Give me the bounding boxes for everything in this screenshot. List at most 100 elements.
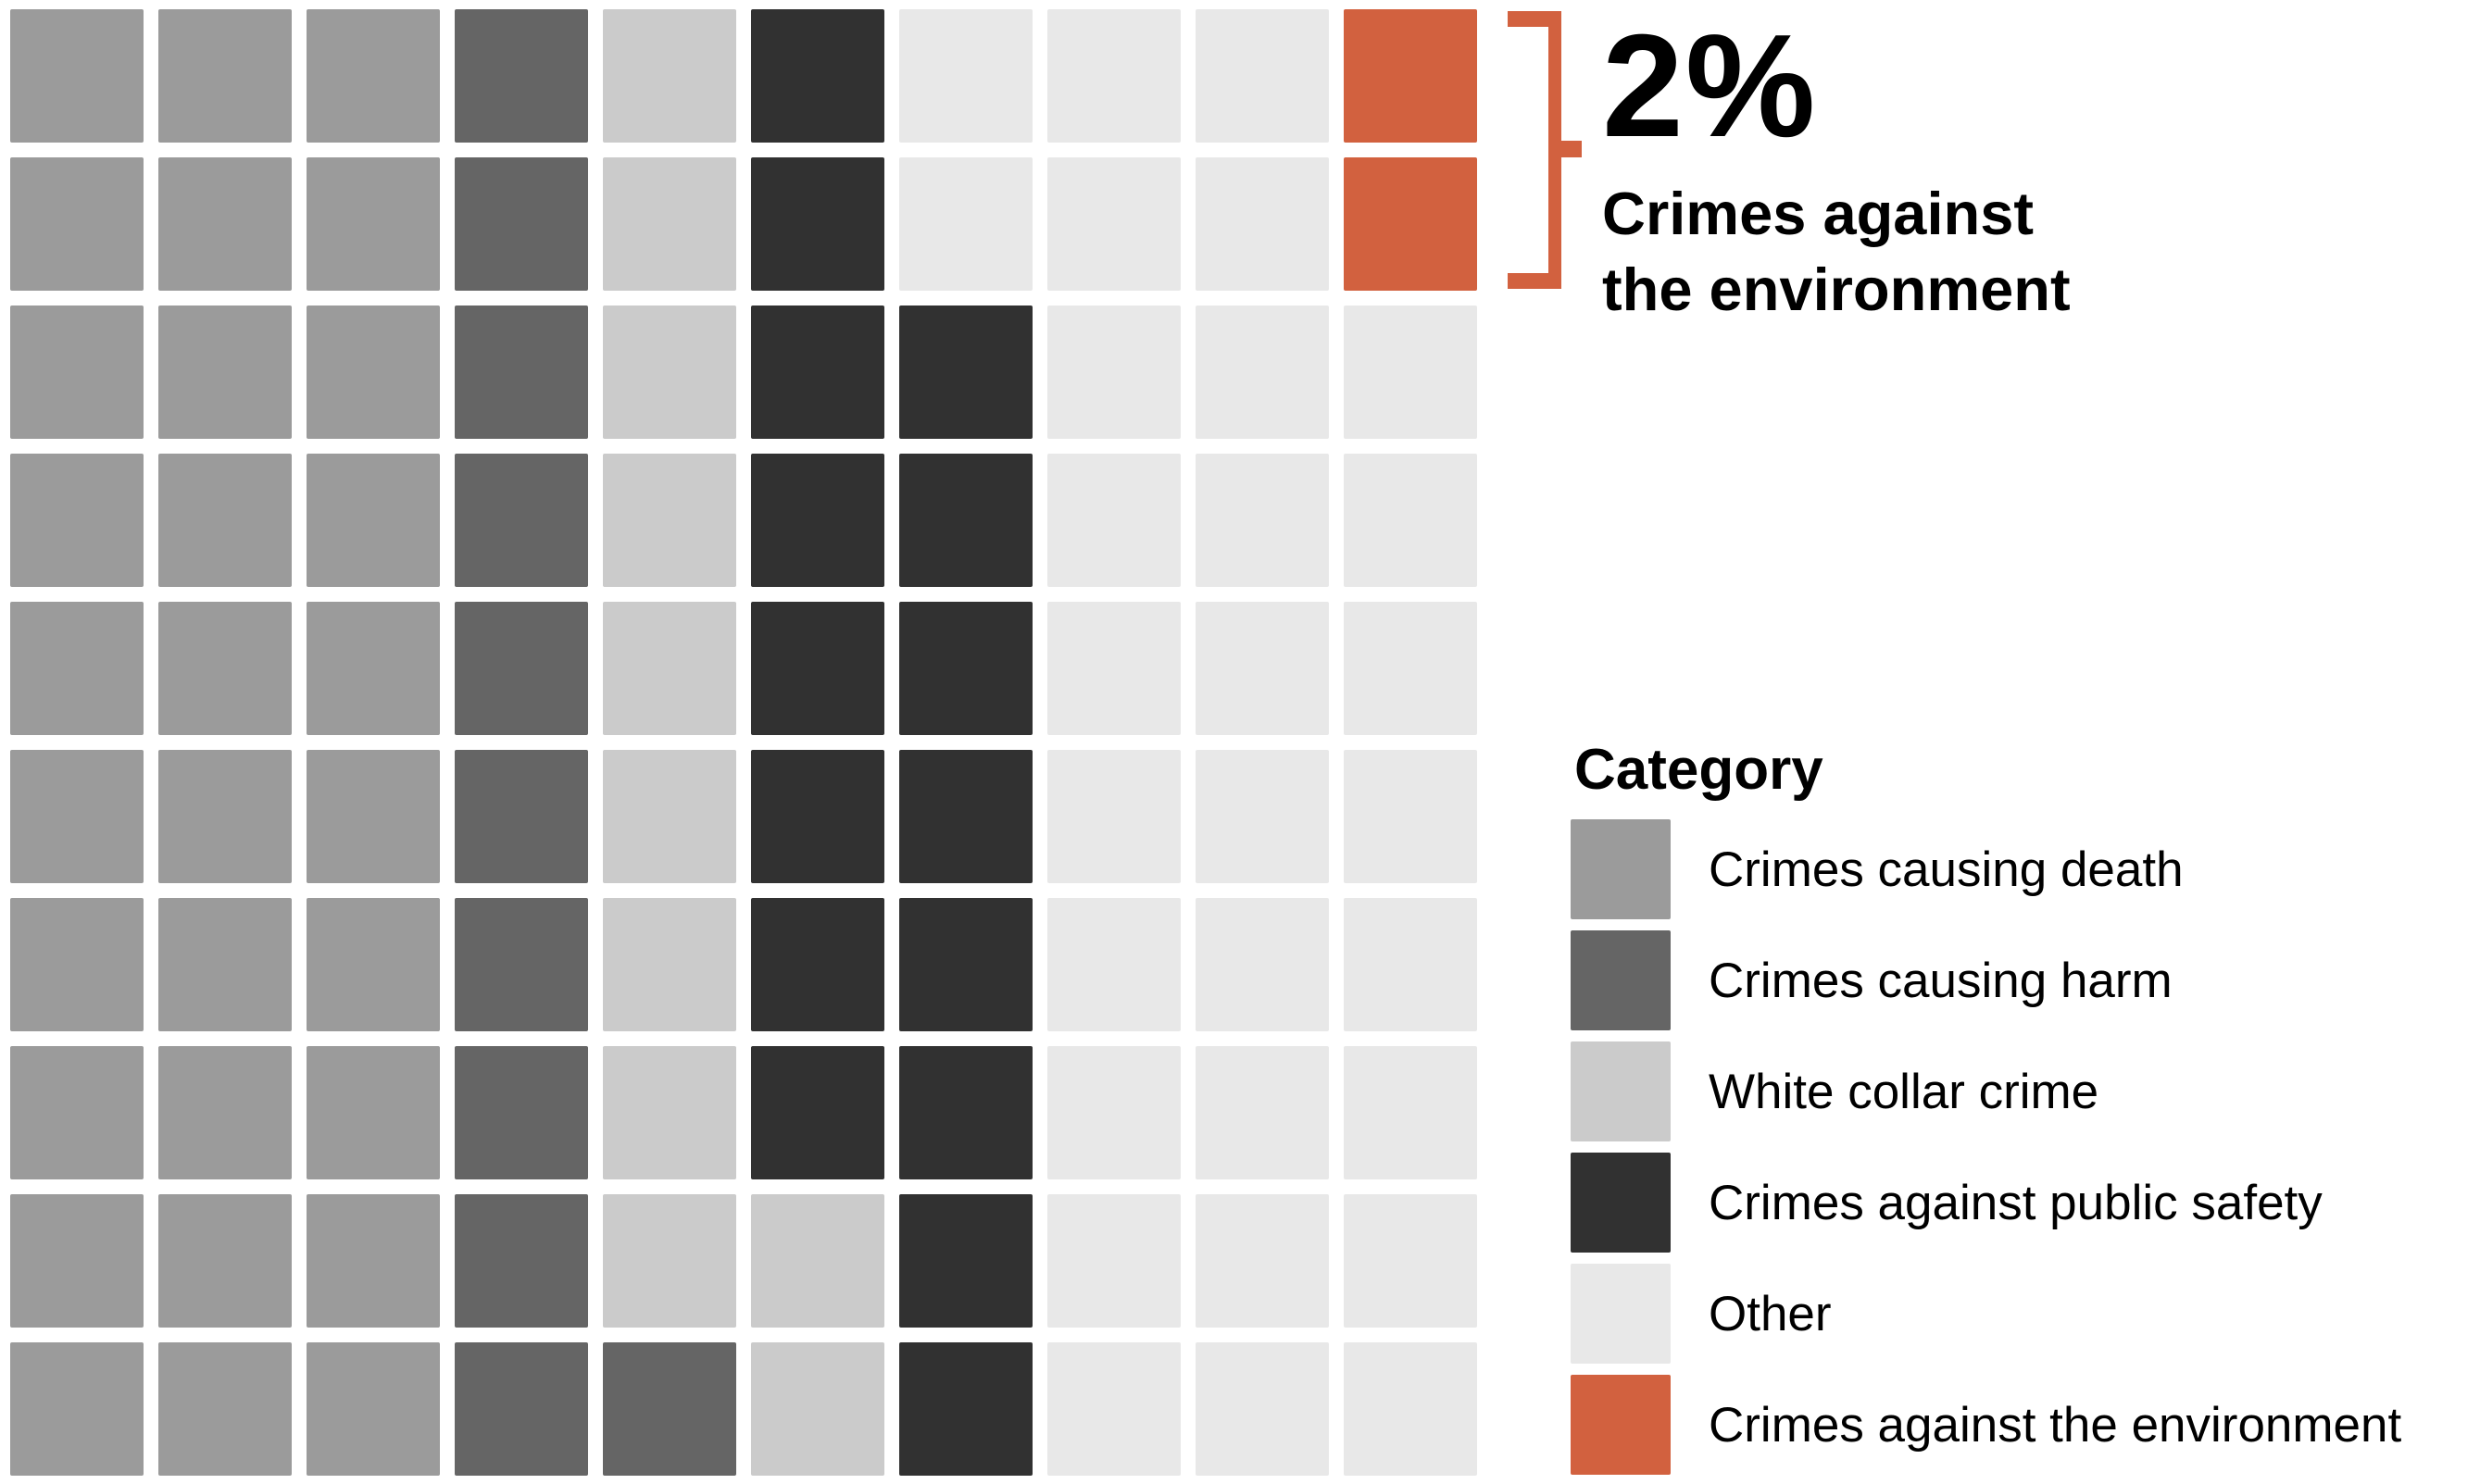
legend-item-death: Crimes causing death <box>1571 819 2401 919</box>
legend-item-harm: Crimes causing harm <box>1571 930 2401 1030</box>
legend: Crimes causing death Crimes causing harm W… <box>1571 819 2401 1475</box>
waffle-cell-other <box>1196 898 1329 1031</box>
waffle-cell-harm <box>455 454 588 587</box>
waffle-cell-other <box>1047 1194 1181 1328</box>
legend-item-other: Other <box>1571 1264 2401 1364</box>
legend-item-public_safety: Crimes against public safety <box>1571 1153 2401 1253</box>
waffle-cell-other <box>1196 1342 1329 1476</box>
legend-label-environment: Crimes against the environment <box>1709 1397 2402 1453</box>
waffle-cell-other <box>1344 1046 1477 1179</box>
legend-swatch-harm <box>1571 930 1671 1030</box>
waffle-cell-public_safety <box>751 306 884 439</box>
legend-label-white_collar: White collar crime <box>1709 1064 2099 1119</box>
waffle-cell-death <box>158 602 292 735</box>
waffle-cell-other <box>1047 898 1181 1031</box>
waffle-cell-death <box>307 898 440 1031</box>
waffle-cell-public_safety <box>751 157 884 291</box>
waffle-cell-white_collar <box>603 602 736 735</box>
waffle-cell-public_safety <box>899 306 1033 439</box>
waffle-cell-other <box>1047 602 1181 735</box>
waffle-cell-white_collar <box>603 454 736 587</box>
waffle-cell-other <box>1344 306 1477 439</box>
waffle-cell-other <box>1196 750 1329 883</box>
waffle-cell-death <box>158 454 292 587</box>
waffle-cell-death <box>10 454 144 587</box>
waffle-cell-white_collar <box>751 1342 884 1476</box>
waffle-cell-harm <box>455 1194 588 1328</box>
waffle-cell-other <box>1047 157 1181 291</box>
waffle-cell-harm <box>455 157 588 291</box>
waffle-cell-death <box>10 898 144 1031</box>
waffle-cell-other <box>1196 157 1329 291</box>
legend-label-harm: Crimes causing harm <box>1709 953 2173 1008</box>
waffle-cell-public_safety <box>899 1342 1033 1476</box>
waffle-cell-environment <box>1344 157 1477 291</box>
waffle-cell-death <box>307 157 440 291</box>
waffle-cell-white_collar <box>751 1194 884 1328</box>
waffle-grid <box>10 9 1477 1476</box>
waffle-cell-other <box>1344 454 1477 587</box>
waffle-cell-public_safety <box>899 1046 1033 1179</box>
waffle-cell-death <box>158 9 292 143</box>
waffle-cell-other <box>1344 1194 1477 1328</box>
waffle-cell-harm <box>455 306 588 439</box>
waffle-cell-harm <box>455 1046 588 1179</box>
waffle-cell-death <box>158 1194 292 1328</box>
waffle-cell-death <box>158 157 292 291</box>
legend-label-other: Other <box>1709 1286 1832 1341</box>
waffle-cell-death <box>10 750 144 883</box>
waffle-cell-other <box>1196 1046 1329 1179</box>
waffle-cell-death <box>307 750 440 883</box>
legend-label-public_safety: Crimes against public safety <box>1709 1175 2323 1230</box>
waffle-cell-other <box>1047 1046 1181 1179</box>
waffle-cell-death <box>10 9 144 143</box>
waffle-cell-death <box>307 454 440 587</box>
callout-bracket <box>1508 11 1561 289</box>
waffle-cell-harm <box>455 750 588 883</box>
waffle-cell-death <box>10 1342 144 1476</box>
waffle-cell-other <box>899 157 1033 291</box>
waffle-cell-death <box>158 1342 292 1476</box>
waffle-cell-white_collar <box>603 1046 736 1179</box>
legend-item-white_collar: White collar crime <box>1571 1041 2401 1141</box>
legend-swatch-white_collar <box>1571 1041 1671 1141</box>
waffle-cell-public_safety <box>899 454 1033 587</box>
waffle-cell-other <box>1047 750 1181 883</box>
waffle-cell-white_collar <box>603 898 736 1031</box>
waffle-cell-public_safety <box>751 602 884 735</box>
waffle-cell-other <box>1344 1342 1477 1476</box>
waffle-cell-other <box>1344 602 1477 735</box>
waffle-cell-white_collar <box>603 157 736 291</box>
waffle-cell-other <box>1047 306 1181 439</box>
waffle-cell-death <box>10 157 144 291</box>
waffle-cell-public_safety <box>899 602 1033 735</box>
waffle-cell-death <box>307 1046 440 1179</box>
legend-title: Category <box>1574 738 1823 802</box>
waffle-cell-death <box>307 306 440 439</box>
waffle-cell-public_safety <box>899 898 1033 1031</box>
waffle-cell-death <box>158 306 292 439</box>
waffle-cell-other <box>1196 602 1329 735</box>
waffle-cell-white_collar <box>603 9 736 143</box>
waffle-cell-harm <box>455 1342 588 1476</box>
waffle-cell-other <box>899 9 1033 143</box>
legend-item-environment: Crimes against the environment <box>1571 1375 2401 1475</box>
waffle-cell-death <box>158 1046 292 1179</box>
waffle-cell-other <box>1344 750 1477 883</box>
legend-swatch-other <box>1571 1264 1671 1364</box>
waffle-cell-death <box>307 1342 440 1476</box>
legend-swatch-environment <box>1571 1375 1671 1475</box>
waffle-cell-public_safety <box>899 1194 1033 1328</box>
legend-swatch-public_safety <box>1571 1153 1671 1253</box>
waffle-cell-public_safety <box>751 1046 884 1179</box>
waffle-cell-death <box>10 1046 144 1179</box>
waffle-cell-white_collar <box>603 750 736 883</box>
waffle-cell-white_collar <box>603 1194 736 1328</box>
waffle-cell-other <box>1047 1342 1181 1476</box>
waffle-cell-death <box>307 1194 440 1328</box>
waffle-cell-death <box>10 306 144 439</box>
waffle-cell-public_safety <box>751 750 884 883</box>
legend-swatch-death <box>1571 819 1671 919</box>
waffle-cell-harm <box>603 1342 736 1476</box>
